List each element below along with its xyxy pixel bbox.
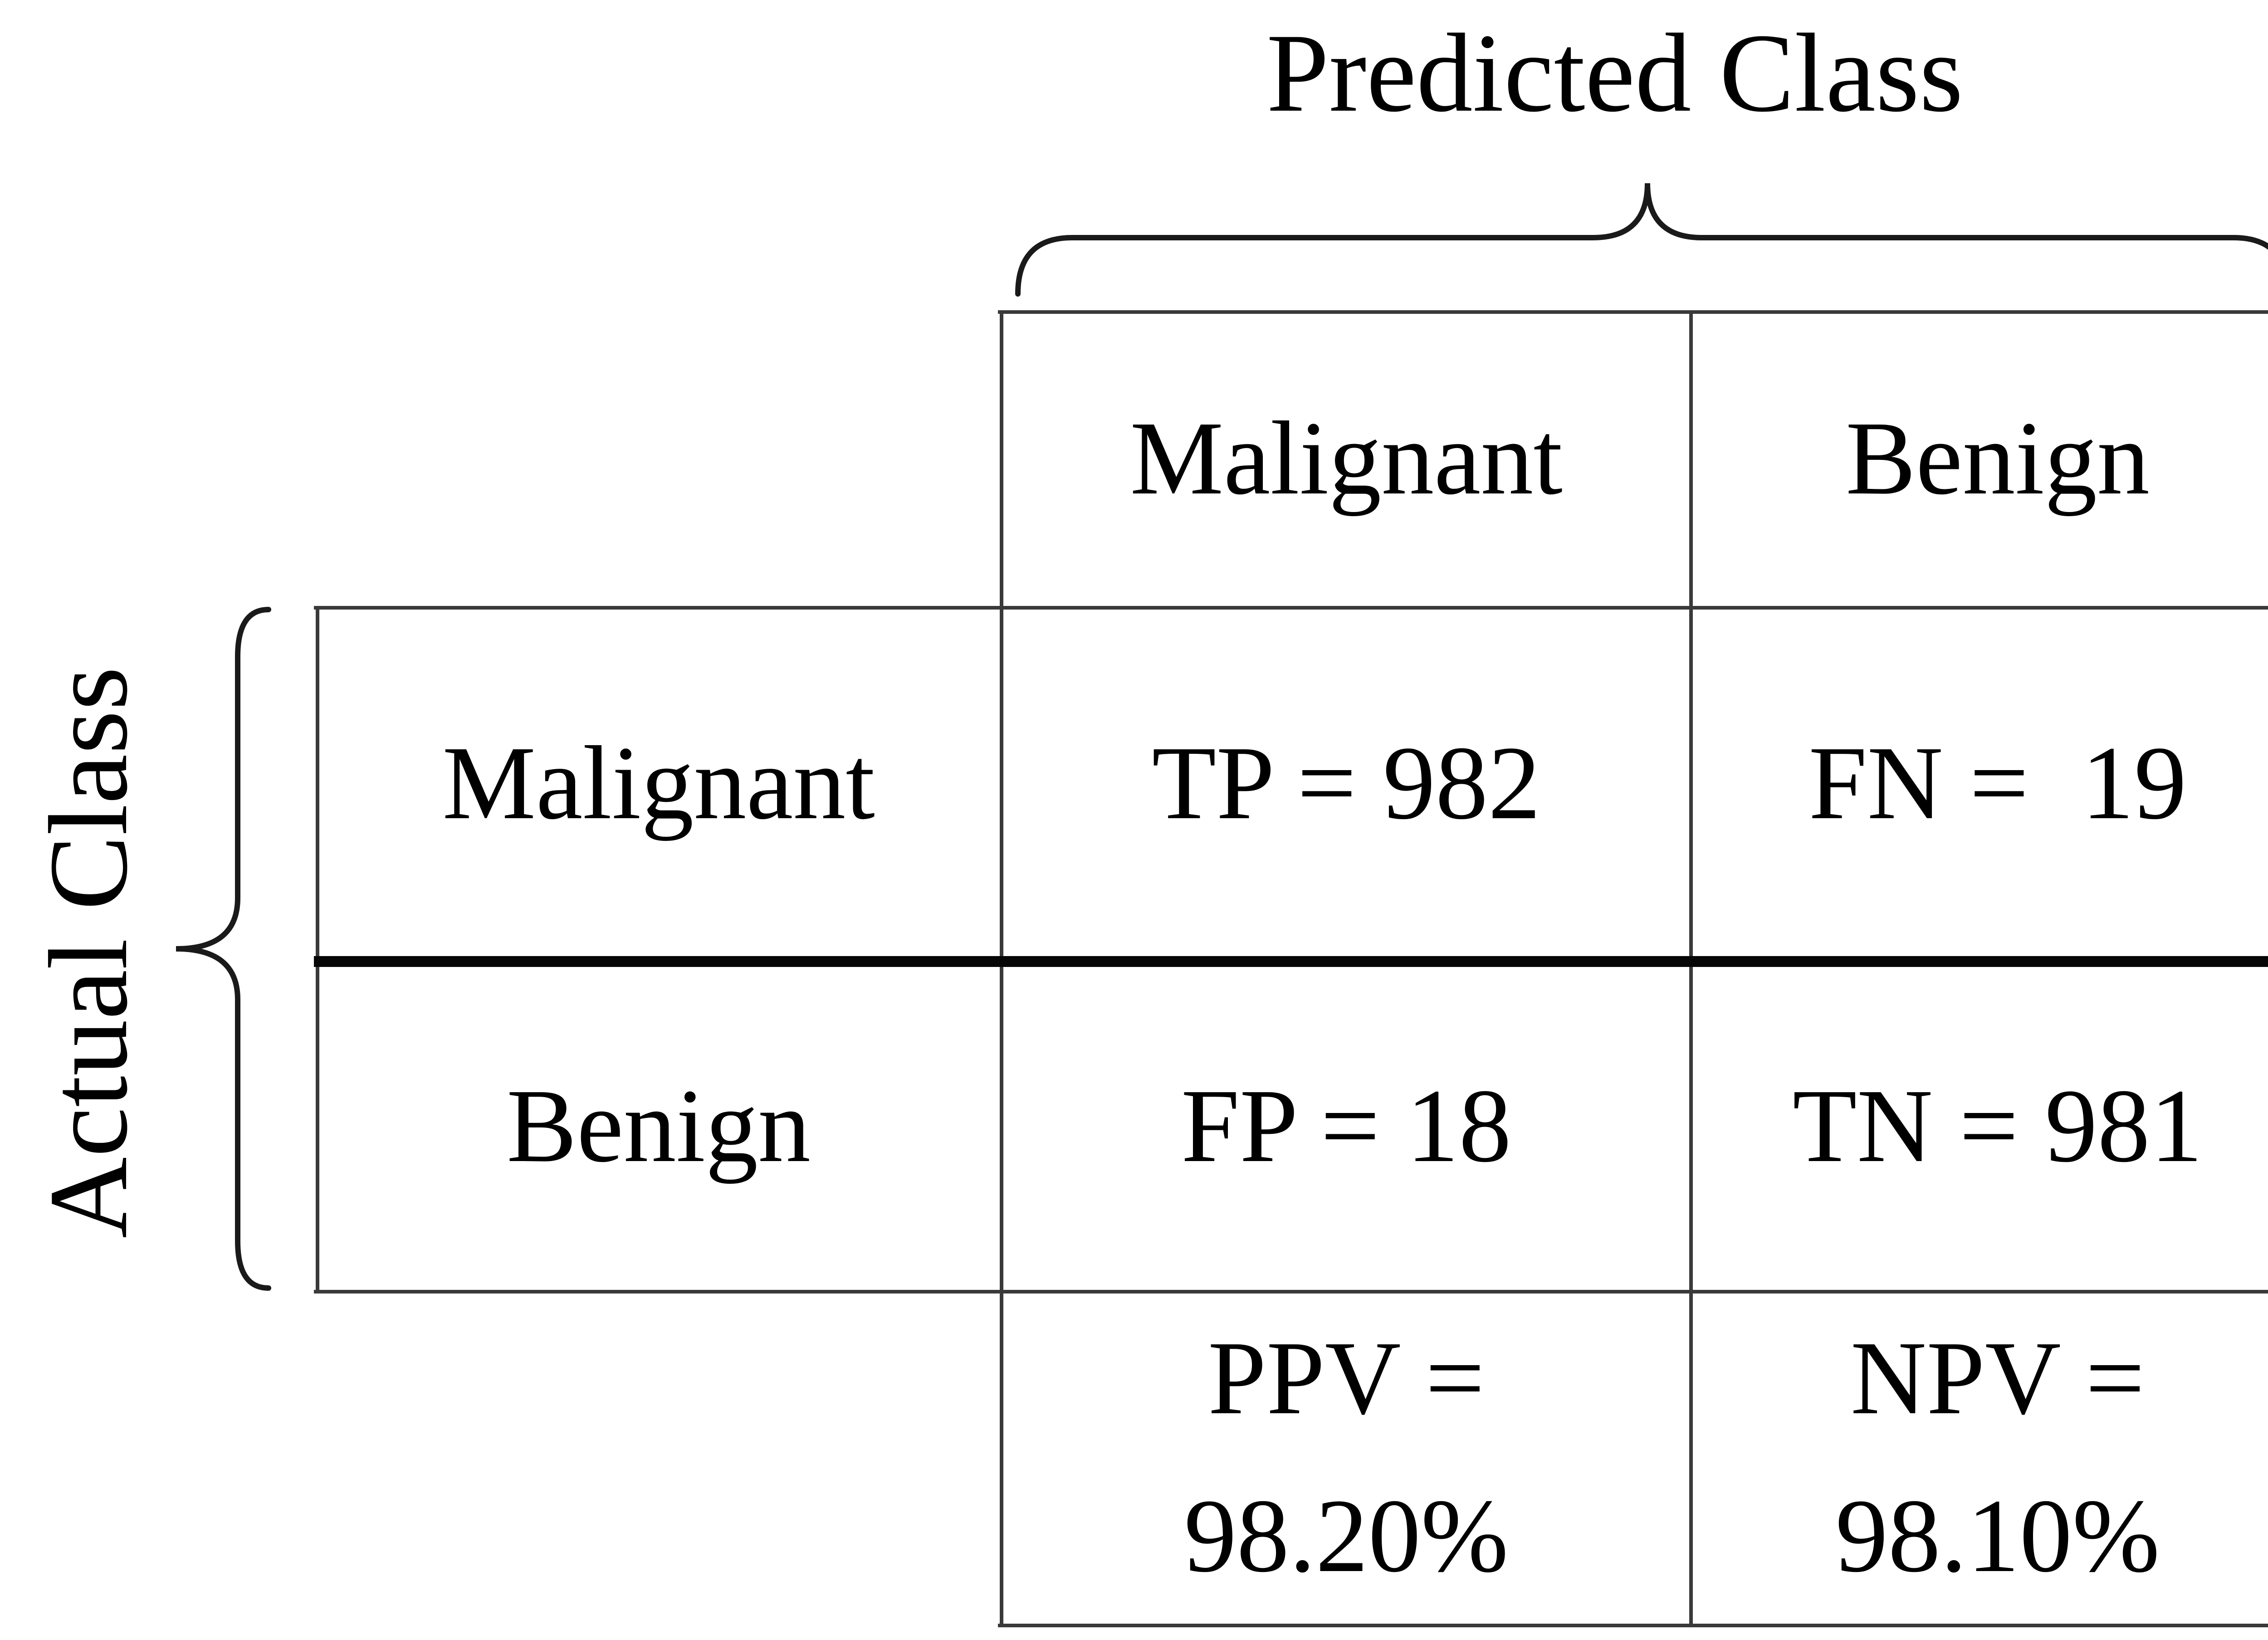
ppv-label: PPV = <box>1207 1319 1485 1437</box>
table-divider-col1 <box>999 310 1004 1627</box>
top-brace-icon <box>1015 183 2268 297</box>
ppv-value: 98.20% <box>1184 1477 1509 1595</box>
col-header-benign: Benign <box>1845 399 2150 517</box>
table-border-left <box>315 608 320 1293</box>
left-brace-icon <box>176 607 271 1291</box>
row1-top-border <box>314 605 2268 610</box>
cell-fp: FP = 18 <box>1181 1067 1512 1185</box>
row-divider-thick <box>314 956 2268 967</box>
row-label-benign: Benign <box>506 1067 811 1185</box>
table-bottom-border <box>998 1623 2268 1628</box>
actual-class-brace <box>171 604 272 1293</box>
npv-label: NPV = <box>1850 1319 2145 1437</box>
cell-tp: TP = 982 <box>1152 724 1541 842</box>
predicted-class-brace <box>1012 178 2268 298</box>
predicted-class-title: Predicted Class <box>1266 13 1963 136</box>
row2-bottom-border <box>314 1289 2268 1294</box>
col-header-malignant: Malignant <box>1130 399 1563 517</box>
cell-tn: TN = 981 <box>1792 1067 2203 1185</box>
cell-fn: FN = 19 <box>1809 724 2187 842</box>
cell-ppv: PPV = 98.20% <box>1003 1293 1689 1620</box>
cell-npv: NPV = 98.10% <box>1693 1293 2268 1620</box>
actual-class-label: Actual Class <box>28 666 152 1239</box>
row-label-malignant: Malignant <box>442 724 875 842</box>
npv-value: 98.10% <box>1835 1477 2160 1595</box>
table-divider-col2 <box>1689 310 1694 1627</box>
header-top-border <box>998 310 2268 315</box>
